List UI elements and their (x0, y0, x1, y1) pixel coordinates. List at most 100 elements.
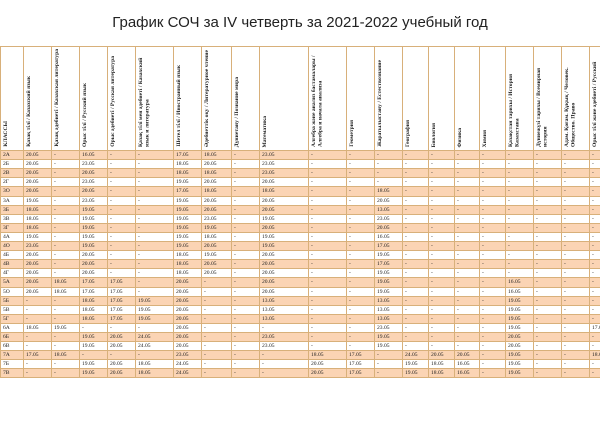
date-cell: - (259, 322, 309, 333)
date-cell: - (231, 277, 260, 288)
class-name-cell: 2Б (0, 159, 24, 170)
column-header: Алгебра және анализ бастамалары / Алгебр… (308, 45, 347, 152)
class-name-cell: 6Б (0, 331, 24, 343)
table-row: 2Г 20.05-23.05- -19.05 20.05-20.05- - - - - - - - -… (0, 177, 600, 188)
date-cell: 16.05 (374, 231, 403, 243)
date-cell: 20.05 (23, 277, 52, 288)
date-cell: - (561, 295, 590, 306)
date-cell: - (454, 331, 480, 343)
date-cell: 17.05 (79, 286, 108, 297)
date-cell: - (533, 177, 562, 188)
date-cell: - (51, 195, 80, 206)
date-cell: 18.05 (428, 368, 455, 379)
date-cell: - (308, 213, 347, 224)
date-cell: 23.05 (259, 331, 309, 343)
date-cell: - (561, 177, 590, 188)
date-cell: 19.05 (23, 195, 52, 206)
date-cell: - (428, 231, 455, 243)
date-cell: - (589, 150, 600, 161)
date-cell: - (374, 177, 403, 188)
date-cell: - (231, 177, 260, 188)
class-name-cell: 5Г (0, 313, 24, 324)
date-cell: - (561, 359, 590, 370)
date-cell: 20.05 (23, 150, 52, 161)
date-cell: - (479, 231, 506, 243)
date-cell: - (135, 168, 174, 179)
date-cell: 19.05 (135, 295, 174, 306)
date-cell: - (428, 204, 455, 215)
date-cell: - (231, 195, 260, 206)
table-row: 6А 18.05 19.05- - -20.05- - - - -23.05- - - -19.05-… (0, 322, 600, 333)
date-cell: - (135, 186, 174, 197)
date-cell: - (402, 222, 429, 233)
date-cell: 23.05 (259, 341, 309, 352)
date-cell: - (346, 159, 375, 170)
date-cell: - (561, 222, 590, 233)
date-cell: 19.05 (374, 268, 403, 279)
date-cell: - (402, 195, 429, 206)
date-cell: - (374, 350, 403, 361)
column-header-label: Дүниетану / Познание мира (234, 76, 240, 147)
date-cell: - (51, 295, 80, 306)
date-cell: - (231, 286, 260, 297)
schedule-table: КЛАССЫ Қазақ тілі / Казахский язык Қазақ ә… (0, 45, 600, 379)
class-name-cell: 6А (0, 322, 24, 333)
date-cell: 20.05 (454, 350, 480, 361)
date-cell: 19.05 (505, 350, 534, 361)
date-cell: - (589, 204, 600, 215)
date-cell: - (231, 313, 260, 324)
column-header-label: Шетел тілі / Иностранный язык (176, 65, 182, 147)
date-cell: 18.05 (308, 350, 347, 361)
date-cell: - (428, 168, 455, 179)
date-cell: 23.05 (79, 177, 108, 188)
date-cell: 24.05 (173, 359, 202, 370)
date-cell: - (561, 259, 590, 270)
date-cell: - (135, 177, 174, 188)
date-cell: 18.05 (259, 186, 309, 197)
date-cell: 13.05 (374, 304, 403, 315)
class-name-cell: 7Б (0, 359, 24, 370)
date-cell: 20.05 (23, 268, 52, 279)
date-cell: - (135, 195, 174, 206)
date-cell: - (454, 213, 480, 224)
date-cell: - (533, 150, 562, 161)
column-header: Орыс тілі / Русский язык (79, 45, 108, 152)
date-cell: - (23, 341, 52, 352)
date-cell: - (201, 359, 232, 370)
date-cell: 19.05 (402, 368, 429, 379)
date-cell: - (402, 186, 429, 197)
date-cell: 13.05 (259, 313, 309, 324)
date-cell: - (561, 168, 590, 179)
date-cell: - (561, 341, 590, 352)
date-cell: - (402, 159, 429, 170)
column-header: Қазақ тілі мен әдебиеті / Казахский язык… (135, 45, 174, 152)
date-cell: - (402, 241, 429, 252)
date-cell: - (454, 313, 480, 324)
date-cell: - (51, 304, 80, 315)
table-row: 7Б - -19.05 20.05 18.05 24.05- - -20.05 17.05-19… (0, 359, 600, 370)
date-cell: - (479, 204, 506, 215)
column-header: Әдебиеттік оқу / Литературное чтение (201, 45, 232, 152)
date-cell: - (479, 241, 506, 252)
date-cell: - (479, 268, 506, 279)
table-row: 7А 17.05 18.05- - -23.05- - -18.05 17.05-24.05 2… (0, 350, 600, 361)
date-cell: - (51, 268, 80, 279)
date-cell: - (589, 295, 600, 306)
table-row: 4О 23.05-19.05- -19.05 20.05-19.05- -17.05- -… (0, 241, 600, 252)
column-header-label: Қазақ тілі мен әдебиеті / Казахский язык… (138, 57, 151, 147)
date-cell: 19.05 (79, 241, 108, 252)
date-cell: - (135, 241, 174, 252)
date-cell: - (505, 241, 534, 252)
date-cell: - (51, 259, 80, 270)
date-cell: - (505, 268, 534, 279)
date-cell: - (135, 222, 174, 233)
class-name-cell: 5Б (0, 295, 24, 306)
date-cell: - (51, 341, 80, 352)
date-cell: 20.05 (79, 168, 108, 179)
date-cell: - (346, 259, 375, 270)
date-cell: - (533, 313, 562, 324)
date-cell: - (201, 313, 232, 324)
date-cell: - (107, 159, 136, 170)
date-cell: - (346, 313, 375, 324)
date-cell: 19.05 (505, 322, 534, 333)
